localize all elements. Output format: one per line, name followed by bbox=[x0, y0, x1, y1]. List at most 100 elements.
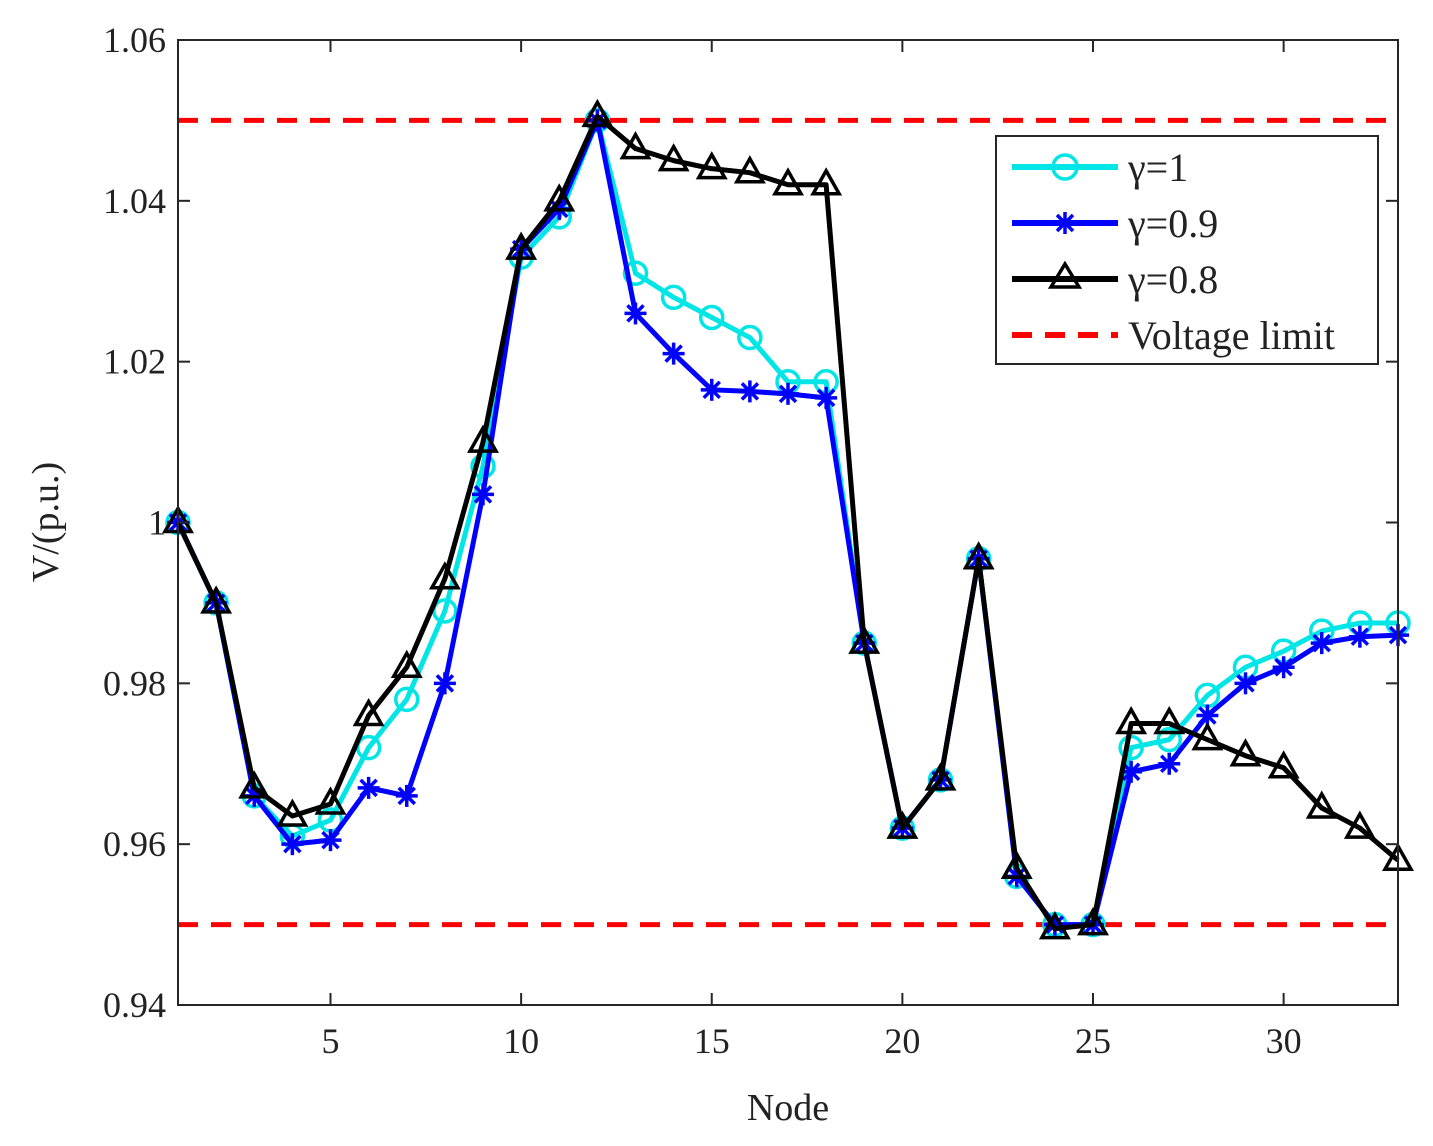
data-point-gamma-1-node-8 bbox=[432, 598, 458, 624]
data-point-gamma-0-9-node-27-stroke bbox=[1160, 754, 1179, 773]
data-point-gamma-0-9-node-16 bbox=[738, 380, 761, 403]
y-axis-title: V/(p.u.) bbox=[25, 462, 67, 582]
data-point-gamma-0-9-node-7-stroke bbox=[397, 786, 416, 806]
data-point-gamma-0-9-node-17-stroke bbox=[778, 384, 798, 404]
data-point-gamma-0-8-node-23 bbox=[1000, 850, 1033, 880]
data-point-gamma-0-9-node-17 bbox=[777, 382, 799, 405]
data-point-gamma-1-node-16 bbox=[737, 324, 763, 351]
data-point-gamma-1-node-27 bbox=[1156, 726, 1182, 753]
reference-lines bbox=[178, 117, 1398, 928]
legend-entry-gamma-1: γ=1 bbox=[1012, 145, 1188, 190]
data-point-gamma-0-9-node-9-stroke bbox=[473, 485, 493, 504]
x-axis-ticks: 5 10 15 20 25 30 bbox=[322, 40, 1302, 1061]
data-point-gamma-0-8-node-25 bbox=[1077, 907, 1109, 936]
data-point-gamma-1-node-13 bbox=[622, 260, 649, 286]
data-point-gamma-0-9-node-6 bbox=[357, 776, 380, 799]
series-gamma-0-8 bbox=[162, 98, 1414, 940]
data-point-gamma-0-8-node-10 bbox=[505, 231, 538, 260]
data-point-gamma-0-9-node-27 bbox=[1158, 752, 1181, 775]
data-point-gamma-0-8-node-12 bbox=[581, 98, 614, 128]
x-tick-label-10: 10 bbox=[503, 1021, 539, 1061]
data-point-gamma-0-8-node-13 bbox=[619, 131, 652, 160]
series-line-gamma-1 bbox=[175, 117, 1398, 928]
x-tick-label-15: 15 bbox=[694, 1021, 730, 1061]
data-point-gamma-1-node-15 bbox=[699, 304, 725, 331]
legend-box bbox=[995, 135, 1379, 365]
data-point-gamma-0-9-node-32 bbox=[1348, 625, 1371, 648]
data-point-gamma-0-9-node-31 bbox=[1310, 632, 1333, 655]
data-point-gamma-0-8-node-17 bbox=[772, 167, 804, 196]
data-point-gamma-1-node-6 bbox=[355, 734, 382, 761]
x-tick-label-5: 5 bbox=[322, 1021, 340, 1061]
data-point-gamma-0-9-node-29 bbox=[1234, 672, 1257, 695]
y-axis-ticks: 0.94 0.96 0.98 1 1.02 1.04 1.06 bbox=[103, 20, 1398, 1025]
data-point-gamma-0-8-node-26 bbox=[1115, 705, 1148, 735]
data-point-gamma-0-8-node-20 bbox=[886, 810, 919, 839]
data-point-gamma-0-8-node-30 bbox=[1267, 750, 1300, 779]
data-point-gamma-0-9-node-18 bbox=[815, 386, 838, 409]
data-point-gamma-0-9-node-15-stroke bbox=[702, 380, 721, 400]
y-tick-label-0: 0.94 bbox=[103, 985, 166, 1025]
data-point-gamma-0-8-node-29 bbox=[1229, 738, 1262, 767]
data-point-gamma-0-8-node-7 bbox=[390, 649, 423, 678]
y-tick-label-3: 1 bbox=[148, 503, 166, 543]
data-point-gamma-0-8-node-14 bbox=[657, 143, 690, 172]
data-point-gamma-0-9-node-30-stroke bbox=[1274, 658, 1293, 677]
data-point-gamma-0-8-node-32 bbox=[1343, 810, 1376, 839]
data-point-gamma-0-9-node-6-stroke bbox=[359, 778, 378, 798]
data-point-gamma-0-8-node-19 bbox=[848, 625, 881, 654]
x-axis-title: Node bbox=[747, 1087, 829, 1129]
series-line-gamma-0-8 bbox=[175, 113, 1400, 932]
x-tick-label-25: 25 bbox=[1075, 1021, 1111, 1061]
data-point-gamma-0-8-node-27 bbox=[1153, 705, 1186, 735]
data-point-gamma-0-9-node-16-stroke bbox=[740, 382, 760, 401]
data-point-gamma-0-9-node-14 bbox=[662, 342, 685, 365]
data-point-gamma-1-node-7 bbox=[394, 686, 420, 713]
data-point-gamma-0-8-node-21 bbox=[924, 762, 957, 791]
legend-label-gamma-0-9: γ=0.9 bbox=[1127, 201, 1218, 246]
legend-label-gamma-1: γ=1 bbox=[1127, 145, 1188, 190]
data-point-gamma-0-9-node-4 bbox=[281, 833, 304, 856]
legend: γ=1 γ=0.9 γ=0.8 Voltage limit bbox=[995, 135, 1379, 365]
y-tick-label-6: 1.06 bbox=[103, 20, 166, 60]
data-point-gamma-0-9-node-4-stroke bbox=[283, 834, 302, 854]
data-point-gamma-0-9-node-13-stroke bbox=[626, 304, 645, 323]
legend-marker-gamma-0-8 bbox=[1047, 260, 1083, 289]
data-point-gamma-0-9-node-28-stroke bbox=[1198, 706, 1217, 725]
data-point-gamma-0-8-node-6 bbox=[352, 697, 385, 727]
data-point-gamma-0-8-node-8 bbox=[428, 561, 461, 590]
legend-label-gamma-0-8: γ=0.8 bbox=[1127, 257, 1218, 302]
data-point-gamma-0-9-node-9 bbox=[472, 483, 494, 506]
data-point-gamma-0-8-node-11 bbox=[543, 183, 576, 212]
data-point-gamma-0-8-node-22 bbox=[962, 541, 995, 570]
data-point-gamma-0-9-node-31-stroke bbox=[1312, 633, 1331, 653]
data-point-gamma-0-8-node-9 bbox=[467, 424, 499, 453]
data-point-gamma-0-8-node-24 bbox=[1038, 911, 1071, 940]
data-point-gamma-0-9-node-26-stroke bbox=[1121, 762, 1141, 782]
legend-marker-gamma-1 bbox=[1051, 153, 1079, 181]
y-tick-label-4: 1.02 bbox=[103, 342, 166, 382]
data-point-gamma-0-8-node-2 bbox=[200, 585, 233, 614]
y-tick-label-5: 1.04 bbox=[103, 181, 166, 221]
data-point-gamma-0-8-node-31 bbox=[1305, 790, 1338, 819]
legend-entry-voltage-limit: Voltage limit bbox=[1012, 313, 1335, 358]
data-point-gamma-0-9-node-5 bbox=[319, 829, 342, 852]
x-tick-label-20: 20 bbox=[884, 1021, 920, 1061]
legend-marker-gamma-0-9 bbox=[1054, 212, 1076, 234]
data-point-gamma-0-8-node-5 bbox=[314, 786, 347, 815]
data-point-gamma-0-9-node-7 bbox=[395, 784, 418, 807]
data-point-gamma-0-8-node-15 bbox=[695, 151, 728, 180]
data-point-gamma-0-9-node-29-stroke bbox=[1236, 674, 1255, 693]
data-point-gamma-0-9-node-18-stroke bbox=[816, 388, 836, 408]
legend-label-voltage-limit: Voltage limit bbox=[1128, 313, 1335, 358]
data-point-gamma-0-9-node-8-stroke bbox=[435, 674, 455, 693]
data-point-gamma-0-9-node-14-stroke bbox=[664, 344, 683, 363]
x-tick-label-30: 30 bbox=[1266, 1021, 1302, 1061]
data-point-gamma-0-9-node-30 bbox=[1272, 656, 1295, 679]
legend-entry-gamma-0-9: γ=0.9 bbox=[1012, 201, 1218, 246]
data-point-gamma-0-9-node-32-stroke bbox=[1350, 627, 1370, 646]
data-series bbox=[162, 98, 1414, 940]
data-point-gamma-0-8-node-28 bbox=[1191, 722, 1224, 751]
data-point-gamma-0-8-node-16 bbox=[733, 155, 766, 184]
